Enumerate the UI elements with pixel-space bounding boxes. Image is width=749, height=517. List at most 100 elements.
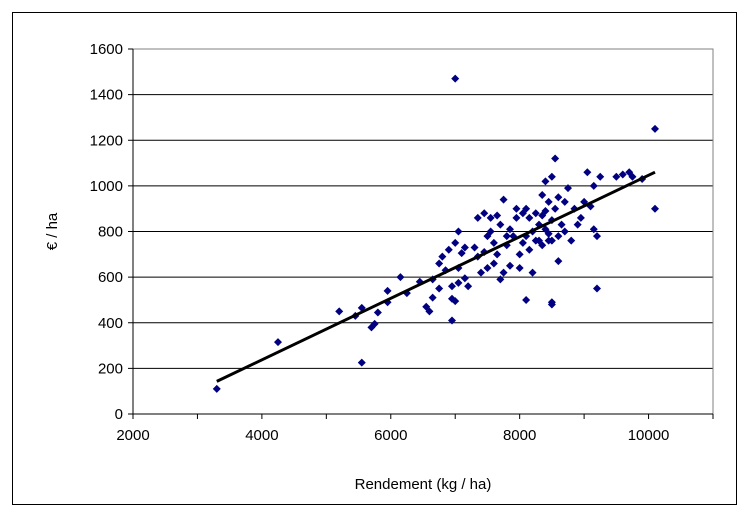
data-point bbox=[541, 206, 550, 215]
data-point bbox=[560, 197, 569, 206]
y-tick-label: 400 bbox=[98, 315, 123, 332]
data-point bbox=[551, 154, 560, 163]
data-point bbox=[515, 264, 524, 272]
data-point bbox=[538, 191, 547, 199]
data-point bbox=[515, 250, 524, 259]
chart-area: 0 200 400 600 800 1000 1200 1400 1600 2000 4000 60… bbox=[12, 12, 737, 505]
data-point bbox=[593, 232, 601, 241]
data-point bbox=[506, 261, 514, 270]
data-point bbox=[573, 220, 582, 229]
data-point bbox=[589, 225, 598, 234]
y-tick-label: 200 bbox=[98, 360, 123, 377]
data-point bbox=[506, 225, 514, 234]
x-tick-label: 6000 bbox=[374, 427, 407, 444]
data-point bbox=[473, 213, 482, 222]
y-tick-label: 1600 bbox=[90, 41, 123, 58]
data-point bbox=[486, 213, 495, 222]
data-point bbox=[486, 227, 495, 236]
data-point bbox=[564, 184, 572, 193]
data-point bbox=[551, 204, 560, 213]
data-point bbox=[489, 259, 498, 268]
y-tick-label: 1200 bbox=[90, 132, 123, 149]
data-point bbox=[628, 172, 637, 181]
y-tick-label: 1000 bbox=[90, 178, 123, 195]
data-point bbox=[512, 213, 521, 222]
trendline bbox=[216, 170, 656, 383]
data-point bbox=[425, 307, 434, 316]
data-point bbox=[454, 278, 463, 287]
data-point bbox=[589, 181, 598, 190]
data-point bbox=[612, 172, 621, 181]
data-point bbox=[576, 213, 585, 222]
data-point bbox=[451, 238, 460, 247]
data-point bbox=[448, 316, 456, 325]
y-tick-label: 800 bbox=[98, 224, 123, 241]
data-point bbox=[435, 284, 444, 293]
gridlines bbox=[133, 48, 713, 369]
data-point bbox=[357, 358, 366, 367]
scatter-chart: 0 200 400 600 800 1000 1200 1400 1600 2000 4000 60… bbox=[44, 41, 714, 493]
data-point bbox=[538, 241, 547, 250]
y-tick-label: 0 bbox=[115, 406, 123, 423]
data-point bbox=[438, 252, 447, 261]
data-point bbox=[502, 232, 511, 241]
data-point bbox=[435, 259, 444, 268]
data-point bbox=[618, 170, 627, 179]
data-point bbox=[531, 209, 540, 218]
data-point bbox=[554, 193, 563, 202]
data-point bbox=[499, 268, 508, 277]
data-point bbox=[593, 284, 601, 293]
data-point bbox=[522, 295, 531, 304]
data-point bbox=[451, 74, 460, 83]
data-point bbox=[596, 172, 605, 181]
data-point bbox=[477, 268, 485, 277]
data-point bbox=[274, 338, 282, 347]
data-point bbox=[470, 243, 479, 252]
data-point bbox=[560, 227, 569, 236]
data-point bbox=[544, 229, 553, 238]
data-point bbox=[460, 243, 469, 252]
data-point bbox=[383, 286, 392, 295]
y-axis-title: € / ha bbox=[44, 212, 61, 250]
data-point bbox=[396, 273, 405, 282]
data-point bbox=[428, 293, 437, 302]
data-point bbox=[525, 245, 534, 254]
data-point bbox=[557, 220, 566, 229]
data-point bbox=[583, 168, 592, 177]
data-point bbox=[460, 274, 469, 283]
data-points bbox=[212, 74, 659, 393]
y-axis: 0 200 400 600 800 1000 1200 1400 1600 bbox=[90, 41, 133, 423]
data-point bbox=[522, 204, 531, 213]
data-point bbox=[480, 209, 489, 218]
data-point bbox=[448, 282, 456, 291]
data-point bbox=[518, 209, 527, 218]
data-point bbox=[518, 238, 527, 247]
data-point bbox=[335, 307, 344, 316]
x-tick-label: 4000 bbox=[245, 427, 278, 444]
data-point bbox=[212, 384, 221, 393]
x-axis: 2000 4000 6000 8000 10000 bbox=[116, 49, 714, 444]
data-point bbox=[547, 172, 556, 181]
data-point bbox=[528, 268, 537, 277]
data-point bbox=[493, 211, 502, 220]
data-point bbox=[493, 250, 502, 259]
data-point bbox=[496, 220, 505, 229]
data-point bbox=[554, 232, 563, 241]
data-point bbox=[496, 275, 505, 284]
data-point bbox=[444, 245, 453, 254]
data-point bbox=[512, 204, 521, 213]
data-point bbox=[370, 319, 379, 328]
x-axis-title: Rendement (kg / ha) bbox=[355, 476, 492, 493]
y-tick-label: 600 bbox=[98, 269, 123, 286]
data-point bbox=[547, 300, 556, 309]
data-point bbox=[544, 197, 553, 206]
data-point bbox=[457, 249, 466, 258]
data-point bbox=[651, 124, 659, 133]
data-point bbox=[451, 297, 460, 306]
data-point bbox=[554, 257, 563, 266]
data-point bbox=[464, 282, 473, 291]
data-point bbox=[651, 204, 659, 213]
x-tick-label: 8000 bbox=[503, 427, 536, 444]
data-point bbox=[567, 236, 576, 245]
x-tick-label: 2000 bbox=[116, 427, 149, 444]
